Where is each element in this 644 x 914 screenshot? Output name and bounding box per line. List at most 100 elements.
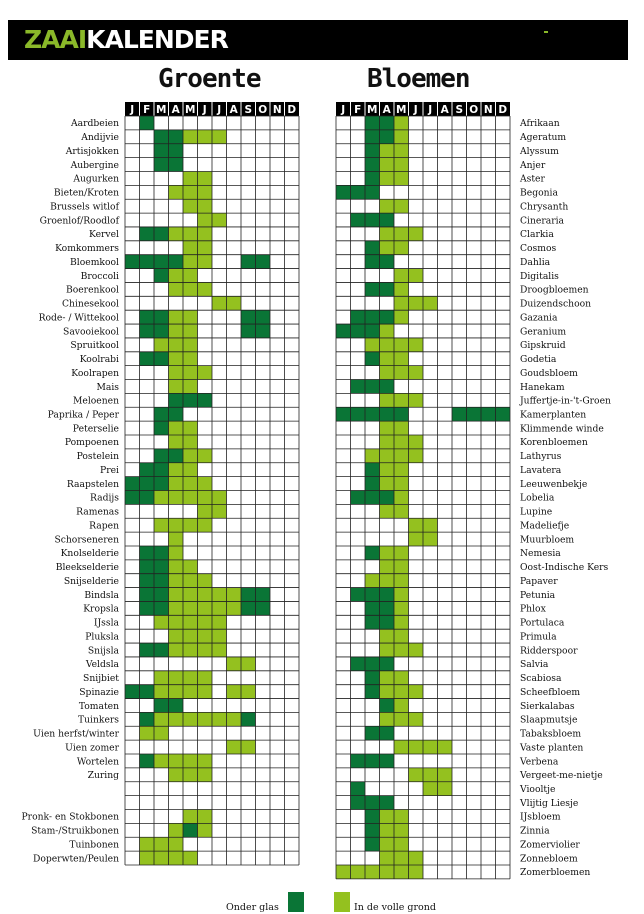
bloemen-cell-empty	[350, 282, 365, 297]
groente-row-label: Kropsla	[83, 604, 119, 615]
groente-cell-empty	[212, 171, 227, 186]
bloemen-cell-empty	[336, 171, 351, 186]
bloemen-cell-empty	[408, 629, 423, 644]
groente-cell-empty	[183, 698, 198, 713]
groente-cell-empty	[284, 740, 299, 755]
groente-cell-empty	[226, 754, 241, 768]
groente-cell-grond	[168, 337, 183, 352]
groente-cell-grond	[168, 545, 183, 560]
groente-cell-empty	[255, 740, 270, 755]
bloemen-cell-grond	[379, 504, 394, 519]
bloemen-cell-glas	[379, 698, 394, 713]
groente-cell-empty	[284, 462, 299, 477]
bloemen-cell-empty	[481, 171, 496, 186]
groente-cell-empty	[212, 684, 227, 699]
groente-cell-empty	[241, 545, 256, 560]
bloemen-cell-grond	[394, 226, 409, 241]
bloemen-cell-empty	[365, 296, 380, 311]
bloemen-row-label: Korenbloemen	[520, 437, 588, 448]
groente-cell-empty	[212, 324, 227, 338]
bloemen-cell-grond	[379, 837, 394, 852]
groente-cell-empty	[226, 462, 241, 477]
groente-cell-empty	[212, 199, 227, 214]
bloemen-cell-empty	[350, 643, 365, 657]
groente-row-label: Schorseneren	[54, 534, 119, 545]
bloemen-cell-empty	[408, 587, 423, 602]
groente-cell-empty	[139, 407, 154, 422]
bloemen-cell-empty	[350, 518, 365, 533]
groente-cell-grond	[183, 462, 198, 477]
bloemen-cell-glas	[365, 379, 380, 394]
bloemen-row-label: Vlijtig Liesje	[519, 798, 578, 809]
groente-cell-empty	[197, 545, 212, 560]
bloemen-row: Geranium	[336, 324, 566, 338]
groente-cell-glas	[241, 587, 256, 602]
bloemen-cell-empty	[452, 226, 467, 241]
bloemen-row-label: Cineraria	[520, 215, 565, 226]
groente-cell-empty	[139, 268, 154, 283]
bloemen-cell-grond	[408, 365, 423, 380]
bloemen-row-label: Anjer	[519, 160, 546, 171]
groente-cell-empty	[226, 268, 241, 283]
groente-cell-grond	[168, 629, 183, 644]
groente-cell-empty	[125, 656, 140, 671]
bloemen-cell-glas	[379, 656, 394, 671]
app-title: ZAAIKALENDER	[24, 25, 229, 54]
bloemen-cell-grond	[379, 393, 394, 408]
bloemen-cell-empty	[437, 615, 452, 630]
groente-cell-empty	[125, 643, 140, 657]
bloemen-cell-empty	[394, 795, 409, 810]
groente-row-label: Tuinbonen	[69, 839, 119, 850]
bloemen-cell-empty	[481, 296, 496, 311]
groente-row	[125, 781, 299, 796]
groente-cell-empty	[284, 601, 299, 616]
groente-cell-empty	[226, 643, 241, 657]
bloemen-cell-empty	[336, 643, 351, 657]
groente-cell-empty	[284, 421, 299, 436]
groente-cell-empty	[226, 851, 241, 865]
bloemen-cell-glas	[379, 407, 394, 422]
groente-cell-empty	[241, 726, 256, 741]
bloemen-cell-empty	[481, 740, 496, 755]
groente-row: Kropsla	[83, 601, 299, 616]
groente-cell-empty	[255, 240, 270, 255]
bloemen-cell-empty	[336, 740, 351, 755]
bloemen-cell-empty	[350, 254, 365, 269]
bloemen-cell-empty	[495, 435, 510, 449]
groente-cell-empty	[255, 545, 270, 560]
bloemen-cell-grond	[350, 864, 365, 879]
bloemen-cell-empty	[423, 573, 438, 588]
groente-month-3: M	[156, 104, 166, 116]
bloemen-cell-empty	[452, 254, 467, 269]
bloemen-cell-empty	[481, 754, 496, 768]
bloemen-cell-empty	[481, 448, 496, 463]
bloemen-month-3: M	[367, 104, 377, 116]
groente-cell-empty	[139, 504, 154, 519]
bloemen-cell-empty	[408, 462, 423, 477]
bloemen-cell-empty	[495, 545, 510, 560]
bloemen-cell-empty	[481, 545, 496, 560]
bloemen-cell-empty	[408, 656, 423, 671]
legend-glas-swatch	[288, 892, 304, 912]
bloemen-cell-empty	[350, 116, 365, 130]
bloemen-cell-grond	[379, 226, 394, 241]
groente-cell-empty	[154, 504, 169, 519]
bloemen-cell-empty	[365, 518, 380, 533]
bloemen-cell-empty	[423, 407, 438, 422]
bloemen-cell-empty	[481, 240, 496, 255]
groente-cell-empty	[197, 656, 212, 671]
bloemen-cell-grond	[379, 573, 394, 588]
groente-cell-empty	[139, 809, 154, 824]
groente-cell-empty	[154, 393, 169, 408]
bloemen-cell-glas	[336, 407, 351, 422]
bloemen-cell-empty	[350, 240, 365, 255]
bloemen-cell-grond	[394, 559, 409, 574]
bloemen-cell-empty	[336, 337, 351, 352]
groente-cell-empty	[226, 421, 241, 436]
bloemen-cell-grond	[379, 462, 394, 477]
bloemen-row: Viooltje	[336, 781, 555, 796]
groente-cell-empty	[197, 379, 212, 394]
groente-cell-grond	[197, 629, 212, 644]
groente-cell-empty	[241, 559, 256, 574]
groente-cell-empty	[154, 240, 169, 255]
